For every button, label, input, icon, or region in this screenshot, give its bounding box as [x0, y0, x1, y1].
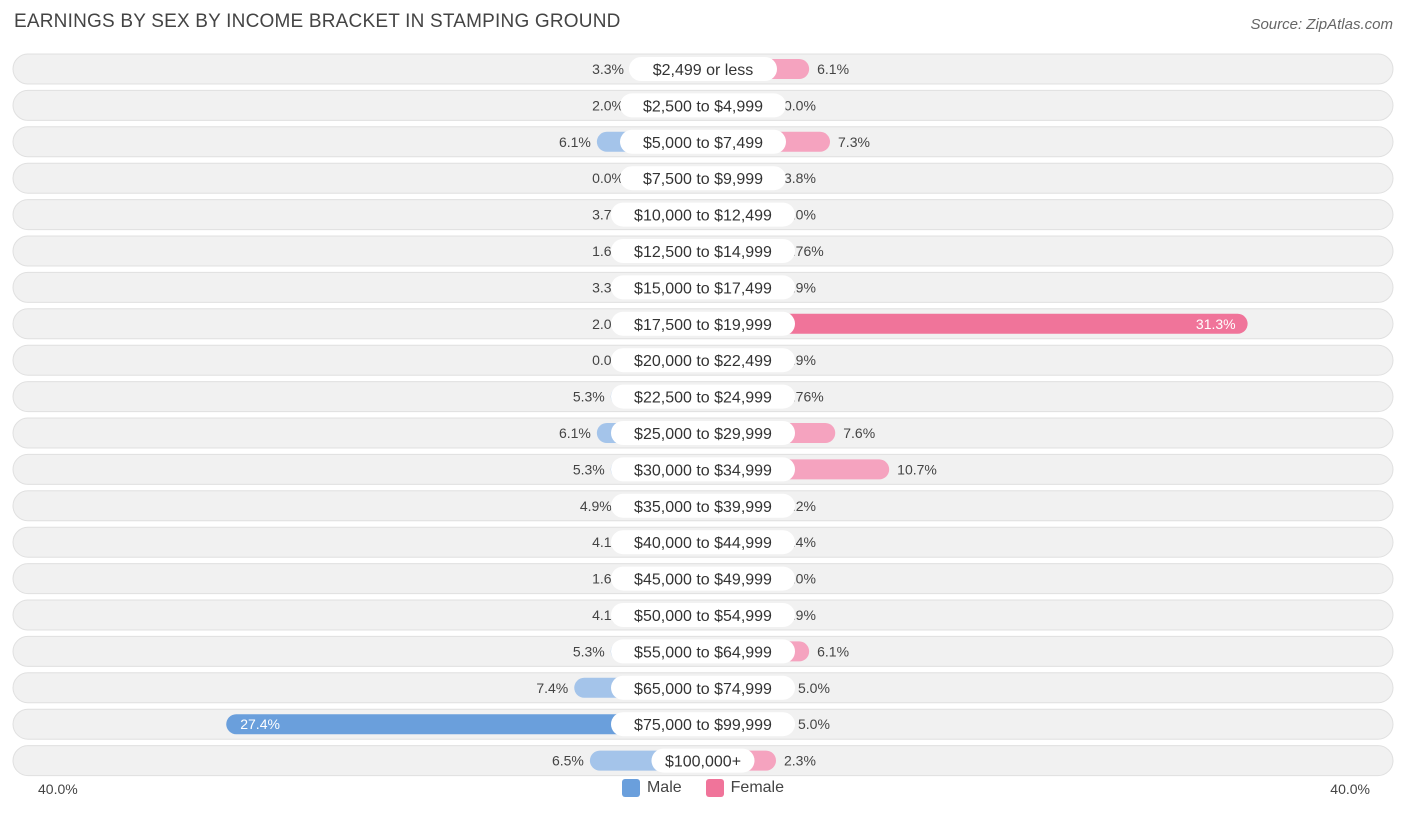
female-value-label: 7.3% — [838, 134, 870, 150]
category-label: $75,000 to $99,999 — [634, 717, 772, 734]
category-pill — [611, 675, 795, 700]
category-pill — [629, 57, 777, 81]
chart-title: EARNINGS BY SEX BY INCOME BRACKET IN STA… — [14, 11, 621, 32]
category-pill — [611, 603, 795, 627]
category-label: $7,500 to $9,999 — [643, 171, 763, 188]
category-pill — [620, 93, 786, 118]
category-pill — [611, 348, 795, 373]
bar-row: 3.3% 6.1% $2,499 or less — [12, 53, 1394, 85]
bar-row: 5.3% 6.1% $55,000 to $64,999 — [12, 635, 1394, 667]
category-label: $5,000 to $7,499 — [643, 135, 763, 152]
legend-item-male[interactable]: Male — [621, 779, 682, 797]
female-value-label: 2.3% — [784, 753, 816, 769]
category-pill — [611, 311, 795, 336]
category-pill — [611, 421, 795, 445]
category-label: $50,000 to $54,999 — [634, 608, 772, 625]
female-value-label: 5.0% — [798, 680, 830, 696]
category-label: $40,000 to $44,999 — [634, 535, 772, 552]
male-value-label: 6.5% — [552, 753, 584, 769]
category-label: $20,000 to $22,499 — [634, 353, 772, 370]
male-value-label: 5.3% — [573, 389, 605, 405]
legend-item-female[interactable]: Female — [705, 779, 785, 797]
male-value-label: 2.0% — [592, 97, 624, 113]
category-label: $45,000 to $49,999 — [634, 572, 772, 589]
category-pill — [611, 493, 795, 518]
category-pill — [651, 748, 755, 773]
category-pill — [611, 457, 795, 482]
category-label: $25,000 to $29,999 — [634, 426, 772, 443]
bar-row: 5.3% 10.7% $30,000 to $34,999 — [12, 453, 1394, 485]
legend-label-male: Male — [646, 779, 682, 796]
female-value-label: 6.1% — [817, 61, 849, 77]
category-pill — [611, 202, 795, 227]
bar-row: 6.1% 7.6% $25,000 to $29,999 — [12, 417, 1394, 449]
category-pill — [611, 239, 795, 263]
legend-label-female: Female — [730, 779, 785, 796]
category-label: $55,000 to $64,999 — [634, 644, 772, 661]
legend-swatch-female — [705, 779, 724, 797]
male-bar — [226, 714, 704, 735]
category-label: $2,499 or less — [653, 62, 754, 79]
category-label: $10,000 to $12,499 — [634, 208, 772, 225]
category-label: $15,000 to $17,499 — [634, 280, 772, 297]
bar-row: 4.9% 4.2%$35,000 to $39,999 — [12, 490, 1394, 522]
category-pill — [611, 639, 795, 664]
legend-swatch-male — [621, 779, 640, 797]
bar-row: 27.4% 5.0% $75,000 to $99,999 — [12, 708, 1394, 740]
bar-row: 1.6% 0.76%$12,500 to $14,999 — [12, 235, 1394, 267]
male-value-label: 4.9% — [580, 498, 612, 514]
bar-row: 5.3% 0.76%$22,500 to $24,999 — [12, 381, 1394, 413]
category-pill — [611, 530, 795, 555]
bar-row: 7.4% 5.0% $65,000 to $74,999 — [12, 672, 1394, 704]
category-label: $35,000 to $39,999 — [634, 499, 772, 516]
category-label: $2,500 to $4,999 — [643, 98, 763, 115]
bar-row: 6.1% 7.3% $5,000 to $7,499 — [12, 126, 1394, 158]
category-label: $100,000+ — [665, 754, 741, 771]
bar-row: 4.1% 3.4%$40,000 to $44,999 — [12, 526, 1394, 558]
category-pill — [620, 166, 786, 191]
female-value-label: 6.1% — [817, 643, 849, 659]
category-label: $65,000 to $74,999 — [634, 681, 772, 698]
female-value-label: 0.0% — [784, 97, 816, 113]
male-value-label: 3.3% — [592, 61, 624, 77]
female-value-label: 5.0% — [798, 716, 830, 732]
bar-row: 2.0% 31.3%$17,500 to $19,999 — [12, 308, 1394, 340]
bar-row: 3.7% 0.0%$10,000 to $12,499 — [12, 199, 1394, 231]
axis-label-left: 40.0% — [38, 781, 78, 797]
bar-row: 2.0% 0.0% $2,500 to $4,999 — [12, 89, 1394, 121]
male-value-label: 6.1% — [559, 425, 591, 441]
bar-row: 3.3% 1.9%$15,000 to $17,499 — [12, 271, 1394, 303]
male-value-label: 7.4% — [536, 680, 568, 696]
axis-label-right: 40.0% — [1330, 781, 1370, 797]
category-label: $22,500 to $24,999 — [634, 390, 772, 407]
female-value-label: 31.3% — [1196, 316, 1236, 332]
category-label: $17,500 to $19,999 — [634, 317, 772, 334]
category-pill — [611, 384, 795, 409]
category-label: $12,500 to $14,999 — [634, 244, 772, 261]
bar-row: 1.6% 0.0%$45,000 to $49,999 — [12, 563, 1394, 595]
category-pill — [611, 712, 795, 737]
category-pill — [611, 566, 795, 591]
source-label: Source: ZipAtlas.com — [1250, 16, 1393, 33]
female-value-label: 10.7% — [897, 461, 937, 477]
male-value-label: 0.0% — [592, 170, 624, 186]
category-pill — [611, 275, 795, 300]
female-value-label: 3.8% — [784, 170, 816, 186]
bar-row: 0.0% 1.9%$20,000 to $22,499 — [12, 344, 1394, 376]
category-label: $30,000 to $34,999 — [634, 462, 772, 479]
male-value-label: 6.1% — [559, 134, 591, 150]
bar-row: 0.0% 3.8% $7,500 to $9,999 — [12, 162, 1394, 194]
male-value-label: 5.3% — [573, 643, 605, 659]
male-value-label: 5.3% — [573, 461, 605, 477]
male-value-label: 27.4% — [240, 716, 280, 732]
female-value-label: 7.6% — [843, 425, 875, 441]
legend: Male Female — [0, 779, 1406, 797]
bar-row: 6.5% 2.3% $100,000+ — [12, 745, 1394, 777]
category-pill — [620, 129, 786, 154]
bar-row: 4.1% 1.9%$50,000 to $54,999 — [12, 599, 1394, 631]
female-bar — [703, 313, 1248, 334]
